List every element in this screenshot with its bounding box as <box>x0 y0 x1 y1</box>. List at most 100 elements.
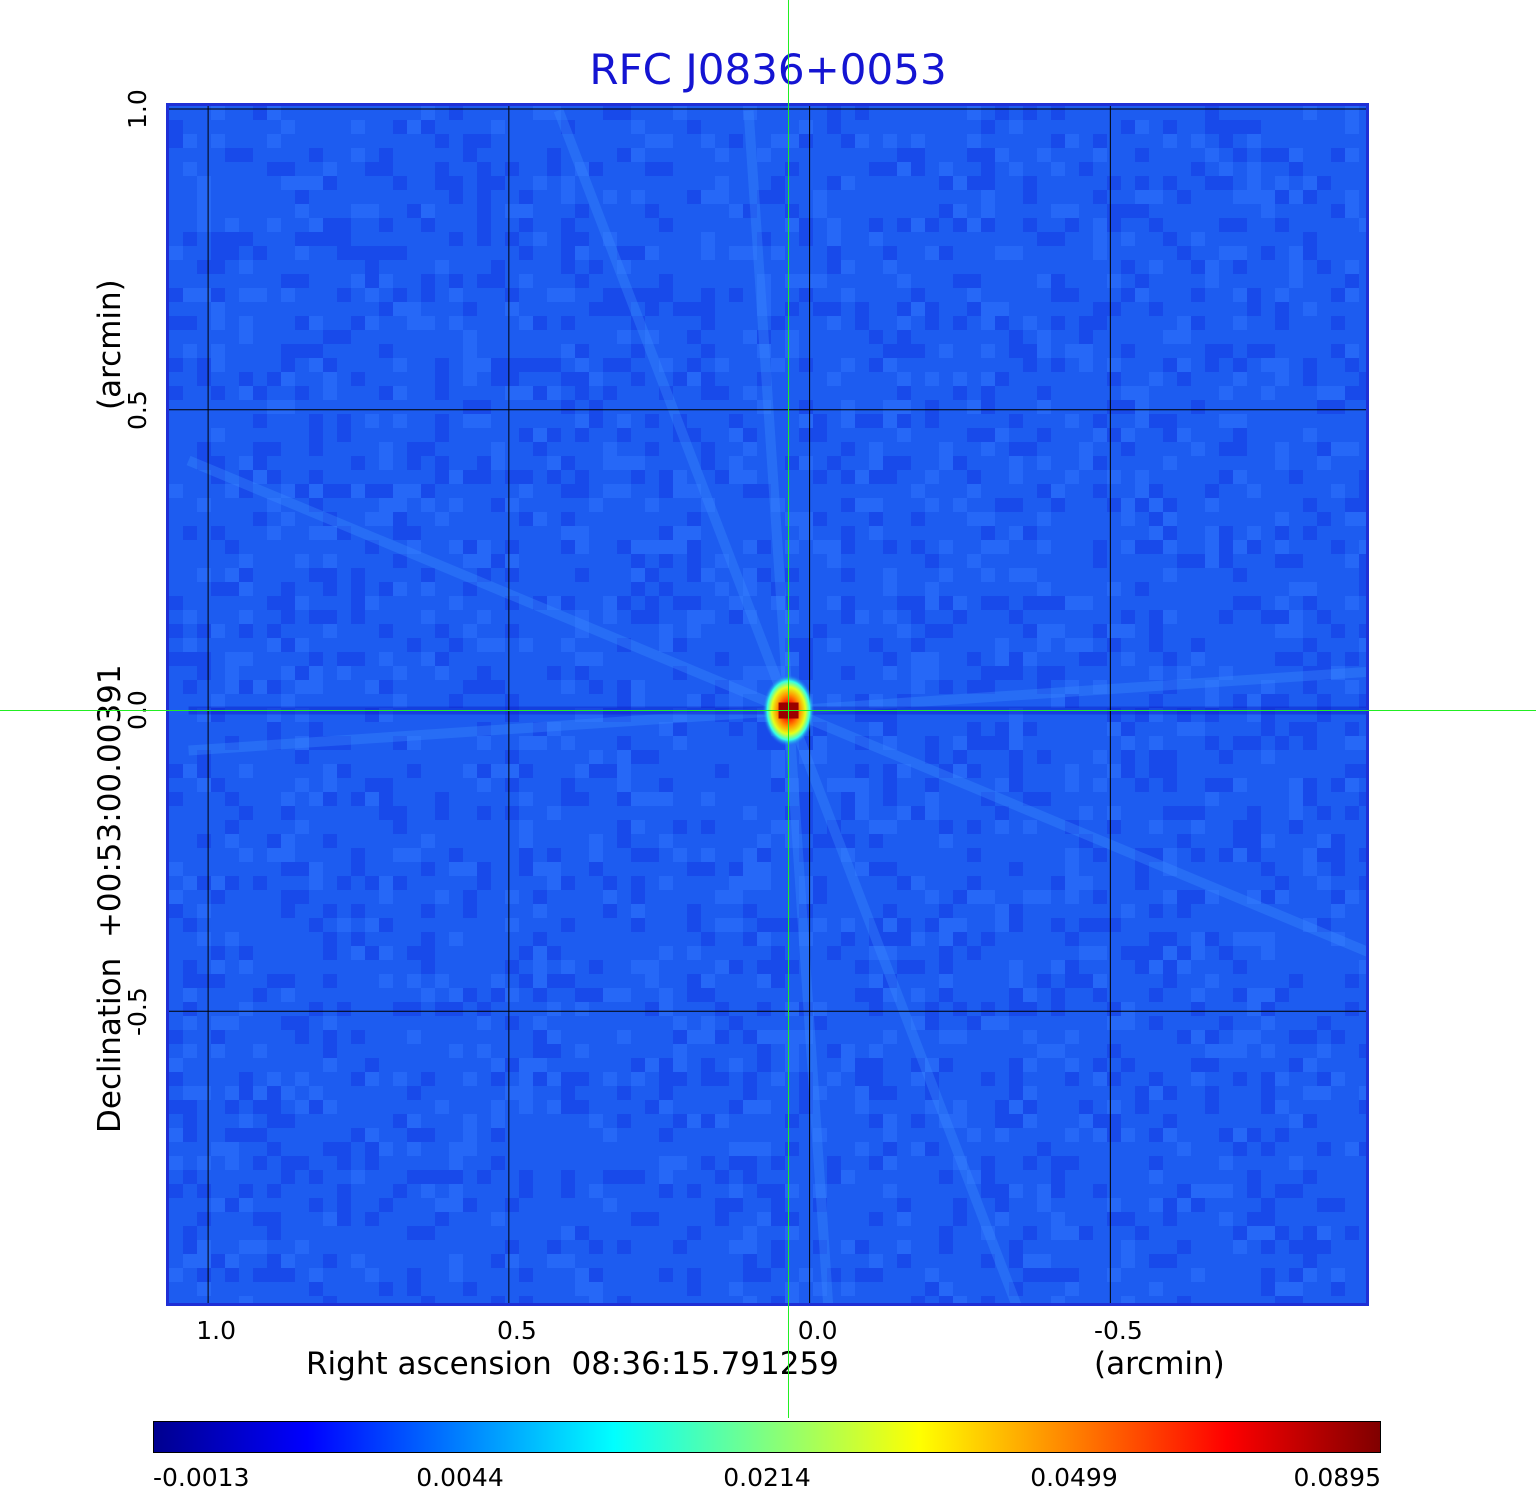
noise-cell <box>309 428 323 442</box>
noise-cell <box>813 1002 827 1016</box>
noise-cell <box>827 946 841 960</box>
noise-cell <box>1233 848 1247 862</box>
noise-cell <box>1247 120 1261 134</box>
noise-cell <box>869 526 883 540</box>
noise-cell <box>981 1016 995 1030</box>
noise-cell <box>729 456 743 470</box>
noise-cell <box>491 1058 505 1072</box>
noise-cell <box>309 358 323 372</box>
noise-cell <box>211 708 225 722</box>
noise-cell <box>659 1072 673 1086</box>
noise-cell <box>1345 778 1359 792</box>
noise-cell <box>449 1184 463 1198</box>
noise-cell <box>1205 148 1219 162</box>
noise-cell <box>225 1142 239 1156</box>
noise-cell <box>1065 764 1079 778</box>
noise-cell <box>897 330 911 344</box>
crosshair-horizontal <box>0 710 1536 711</box>
noise-cell <box>239 1128 253 1142</box>
noise-cell <box>1191 652 1205 666</box>
noise-cell <box>267 680 281 694</box>
noise-cell <box>561 638 575 652</box>
noise-cell <box>309 610 323 624</box>
noise-cell <box>575 610 589 624</box>
noise-cell <box>1247 848 1261 862</box>
noise-cell <box>225 246 239 260</box>
noise-cell <box>1359 218 1366 232</box>
noise-cell <box>631 148 645 162</box>
noise-cell <box>1177 1184 1191 1198</box>
noise-cell <box>855 792 869 806</box>
noise-cell <box>463 624 477 638</box>
noise-cell <box>575 344 589 358</box>
noise-cell <box>645 1058 659 1072</box>
noise-cell <box>1205 274 1219 288</box>
noise-cell <box>743 1030 757 1044</box>
noise-cell <box>981 512 995 526</box>
noise-cell <box>197 1240 211 1254</box>
noise-cell <box>533 862 547 876</box>
noise-cell <box>1331 344 1345 358</box>
noise-cell <box>281 288 295 302</box>
noise-cell <box>855 806 869 820</box>
noise-cell <box>351 610 365 624</box>
noise-cell <box>883 736 897 750</box>
noise-cell <box>813 722 827 736</box>
noise-cell <box>267 162 281 176</box>
noise-cell <box>1233 148 1247 162</box>
noise-cell <box>407 1030 421 1044</box>
noise-cell <box>911 1058 925 1072</box>
noise-cell <box>883 1156 897 1170</box>
noise-cell <box>239 848 253 862</box>
noise-cell <box>1121 1296 1135 1303</box>
noise-cell <box>281 1086 295 1100</box>
noise-cell <box>309 722 323 736</box>
noise-cell <box>519 1170 533 1184</box>
noise-cell <box>869 1072 883 1086</box>
noise-cell <box>603 708 617 722</box>
noise-cell <box>1219 470 1233 484</box>
noise-cell <box>561 512 575 526</box>
noise-cell <box>1023 1254 1037 1268</box>
noise-cell <box>393 176 407 190</box>
noise-cell <box>1191 820 1205 834</box>
noise-cell <box>477 610 491 624</box>
noise-cell <box>631 1072 645 1086</box>
noise-cell <box>547 876 561 890</box>
noise-cell <box>435 176 449 190</box>
noise-cell <box>757 344 771 358</box>
noise-cell <box>211 302 225 316</box>
noise-cell <box>799 428 813 442</box>
noise-cell <box>1009 470 1023 484</box>
noise-cell <box>239 680 253 694</box>
noise-cell <box>925 1086 939 1100</box>
noise-cell <box>1093 680 1107 694</box>
noise-cell <box>827 694 841 708</box>
noise-cell <box>883 1184 897 1198</box>
noise-cell <box>239 470 253 484</box>
noise-cell <box>911 344 925 358</box>
noise-cell <box>1247 344 1261 358</box>
noise-cell <box>1149 1156 1163 1170</box>
noise-cell <box>953 386 967 400</box>
noise-cell <box>1065 204 1079 218</box>
noise-cell <box>939 904 953 918</box>
noise-cell <box>869 1156 883 1170</box>
noise-cell <box>841 526 855 540</box>
noise-cell <box>351 596 365 610</box>
noise-cell <box>379 708 393 722</box>
noise-cell <box>1065 694 1079 708</box>
noise-cell <box>1303 1268 1317 1282</box>
noise-cell <box>1261 386 1275 400</box>
noise-cell <box>715 554 729 568</box>
noise-cell <box>1303 778 1317 792</box>
noise-cell <box>281 806 295 820</box>
noise-cell <box>421 1296 435 1303</box>
noise-cell <box>869 414 883 428</box>
noise-cell <box>393 512 407 526</box>
noise-cell <box>799 400 813 414</box>
noise-cell <box>631 848 645 862</box>
noise-cell <box>827 540 841 554</box>
noise-cell <box>1093 134 1107 148</box>
noise-cell <box>1177 428 1191 442</box>
